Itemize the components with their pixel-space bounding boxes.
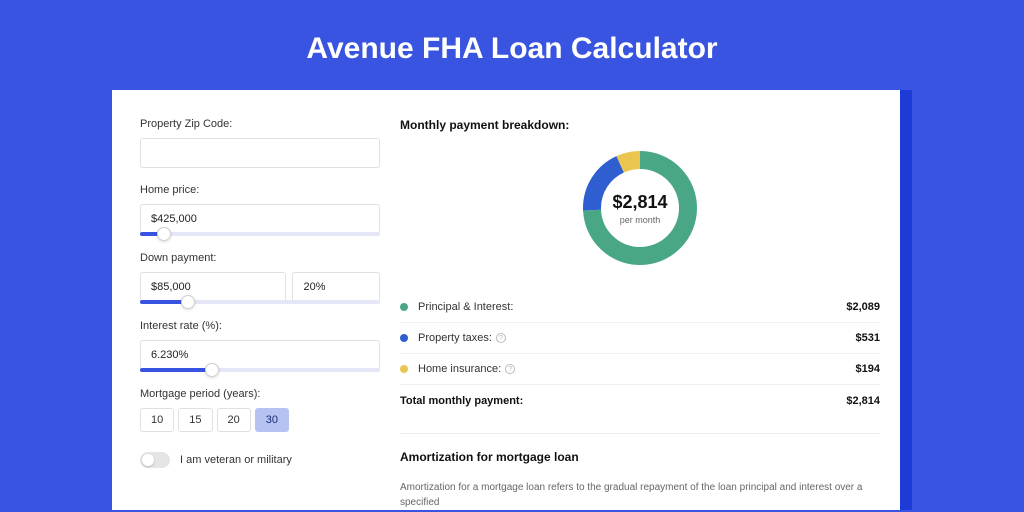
card-shadow: Property Zip Code: Home price: Down paym… [112,90,912,510]
donut-chart-container: $2,814 per month [400,148,880,268]
info-icon[interactable]: ? [505,364,515,374]
breakdown-label: Property taxes:? [418,332,856,344]
interest-rate-input[interactable] [140,340,380,370]
interest-rate-label: Interest rate (%): [140,320,380,332]
period-button-10[interactable]: 10 [140,408,174,432]
home-price-input[interactable] [140,204,380,234]
veteran-toggle[interactable] [140,452,170,468]
breakdown-list: Principal & Interest:$2,089Property taxe… [400,292,880,384]
amortization-text: Amortization for a mortgage loan refers … [400,480,880,510]
interest-rate-field: Interest rate (%): [140,320,380,372]
zip-label: Property Zip Code: [140,118,380,130]
breakdown-value: $194 [856,363,880,375]
total-label: Total monthly payment: [400,395,846,407]
slider-thumb[interactable] [181,295,195,309]
amortization-title: Amortization for mortgage loan [400,450,880,464]
interest-rate-slider[interactable] [140,368,380,372]
breakdown-value: $2,089 [846,301,880,313]
total-value: $2,814 [846,395,880,407]
down-payment-field: Down payment: [140,252,380,304]
donut-total: $2,814 [612,192,667,213]
down-payment-percent-input[interactable] [292,272,380,302]
home-price-slider[interactable] [140,232,380,236]
breakdown-row: Home insurance:?$194 [400,354,880,384]
total-row: Total monthly payment: $2,814 [400,384,880,417]
breakdown-title: Monthly payment breakdown: [400,118,880,132]
legend-dot [400,334,408,342]
zip-field: Property Zip Code: [140,118,380,168]
legend-dot [400,303,408,311]
legend-dot [400,365,408,373]
info-icon[interactable]: ? [496,333,506,343]
page-title: Avenue FHA Loan Calculator [0,0,1024,90]
home-price-field: Home price: [140,184,380,236]
veteran-label: I am veteran or military [180,454,292,466]
zip-input[interactable] [140,138,380,168]
slider-thumb[interactable] [205,363,219,377]
slider-thumb[interactable] [157,227,171,241]
down-payment-amount-input[interactable] [140,272,286,302]
breakdown-label: Home insurance:? [418,363,856,375]
calculator-card: Property Zip Code: Home price: Down paym… [112,90,900,510]
inputs-column: Property Zip Code: Home price: Down paym… [140,118,380,510]
home-price-label: Home price: [140,184,380,196]
mortgage-period-field: Mortgage period (years): 10152030 [140,388,380,432]
period-button-20[interactable]: 20 [217,408,251,432]
results-column: Monthly payment breakdown: $2,814 per mo… [400,118,880,510]
breakdown-value: $531 [856,332,880,344]
down-payment-slider[interactable] [140,300,380,304]
mortgage-period-label: Mortgage period (years): [140,388,380,400]
donut-center: $2,814 per month [580,148,700,268]
veteran-toggle-row: I am veteran or military [140,452,380,468]
mortgage-period-buttons: 10152030 [140,408,380,432]
toggle-knob [142,454,154,466]
slider-fill [140,368,212,372]
donut-sublabel: per month [620,215,661,225]
breakdown-row: Principal & Interest:$2,089 [400,292,880,323]
period-button-30[interactable]: 30 [255,408,289,432]
breakdown-row: Property taxes:?$531 [400,323,880,354]
amortization-section: Amortization for mortgage loan Amortizat… [400,433,880,510]
down-payment-label: Down payment: [140,252,380,264]
donut-chart: $2,814 per month [580,148,700,268]
breakdown-label: Principal & Interest: [418,301,846,313]
period-button-15[interactable]: 15 [178,408,212,432]
